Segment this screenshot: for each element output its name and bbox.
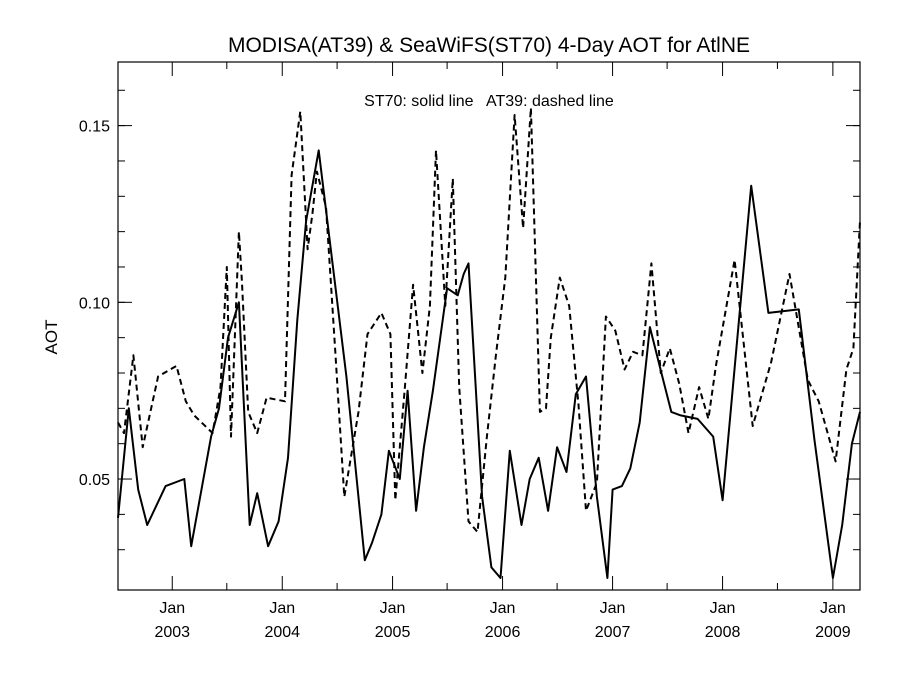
y-tick-label: 0.15	[79, 119, 110, 136]
x-tick-label-year: 2007	[595, 624, 631, 641]
x-tick-label-month: Jan	[159, 600, 185, 617]
plot-frame	[117, 61, 861, 591]
x-tick-label-year: 2003	[154, 624, 190, 641]
x-tick-label-month: Jan	[490, 600, 516, 617]
legend-text: ST70: solid line AT39: dashed line	[364, 93, 614, 110]
x-tick-label-year: 2005	[375, 624, 411, 641]
x-tick-label-year: 2006	[485, 624, 521, 641]
chart-title: MODISA(AT39) & SeaWiFS(ST70) 4-Day AOT f…	[228, 34, 750, 57]
y-tick-label: 0.05	[79, 472, 110, 489]
x-tick-label-month: Jan	[600, 600, 626, 617]
x-tick-label-year: 2008	[705, 624, 741, 641]
x-tick-label-month: Jan	[269, 600, 295, 617]
axis-ticks: 0.05 0.10 0.15 Jan 2003 Jan 2004 Jan 2005 Jan 2006…	[79, 62, 860, 641]
x-tick-label-year: 2004	[264, 624, 300, 641]
y-tick-label: 0.10	[79, 295, 110, 312]
x-tick-label-month: Jan	[820, 600, 846, 617]
x-tick-label-year: 2009	[815, 624, 851, 641]
x-tick-label-month: Jan	[710, 600, 736, 617]
series-line-st70	[117, 149, 861, 579]
series-line-at39	[117, 106, 861, 533]
series-layer	[117, 106, 861, 579]
y-axis-label: AOT	[42, 320, 61, 355]
x-tick-label-month: Jan	[380, 600, 406, 617]
